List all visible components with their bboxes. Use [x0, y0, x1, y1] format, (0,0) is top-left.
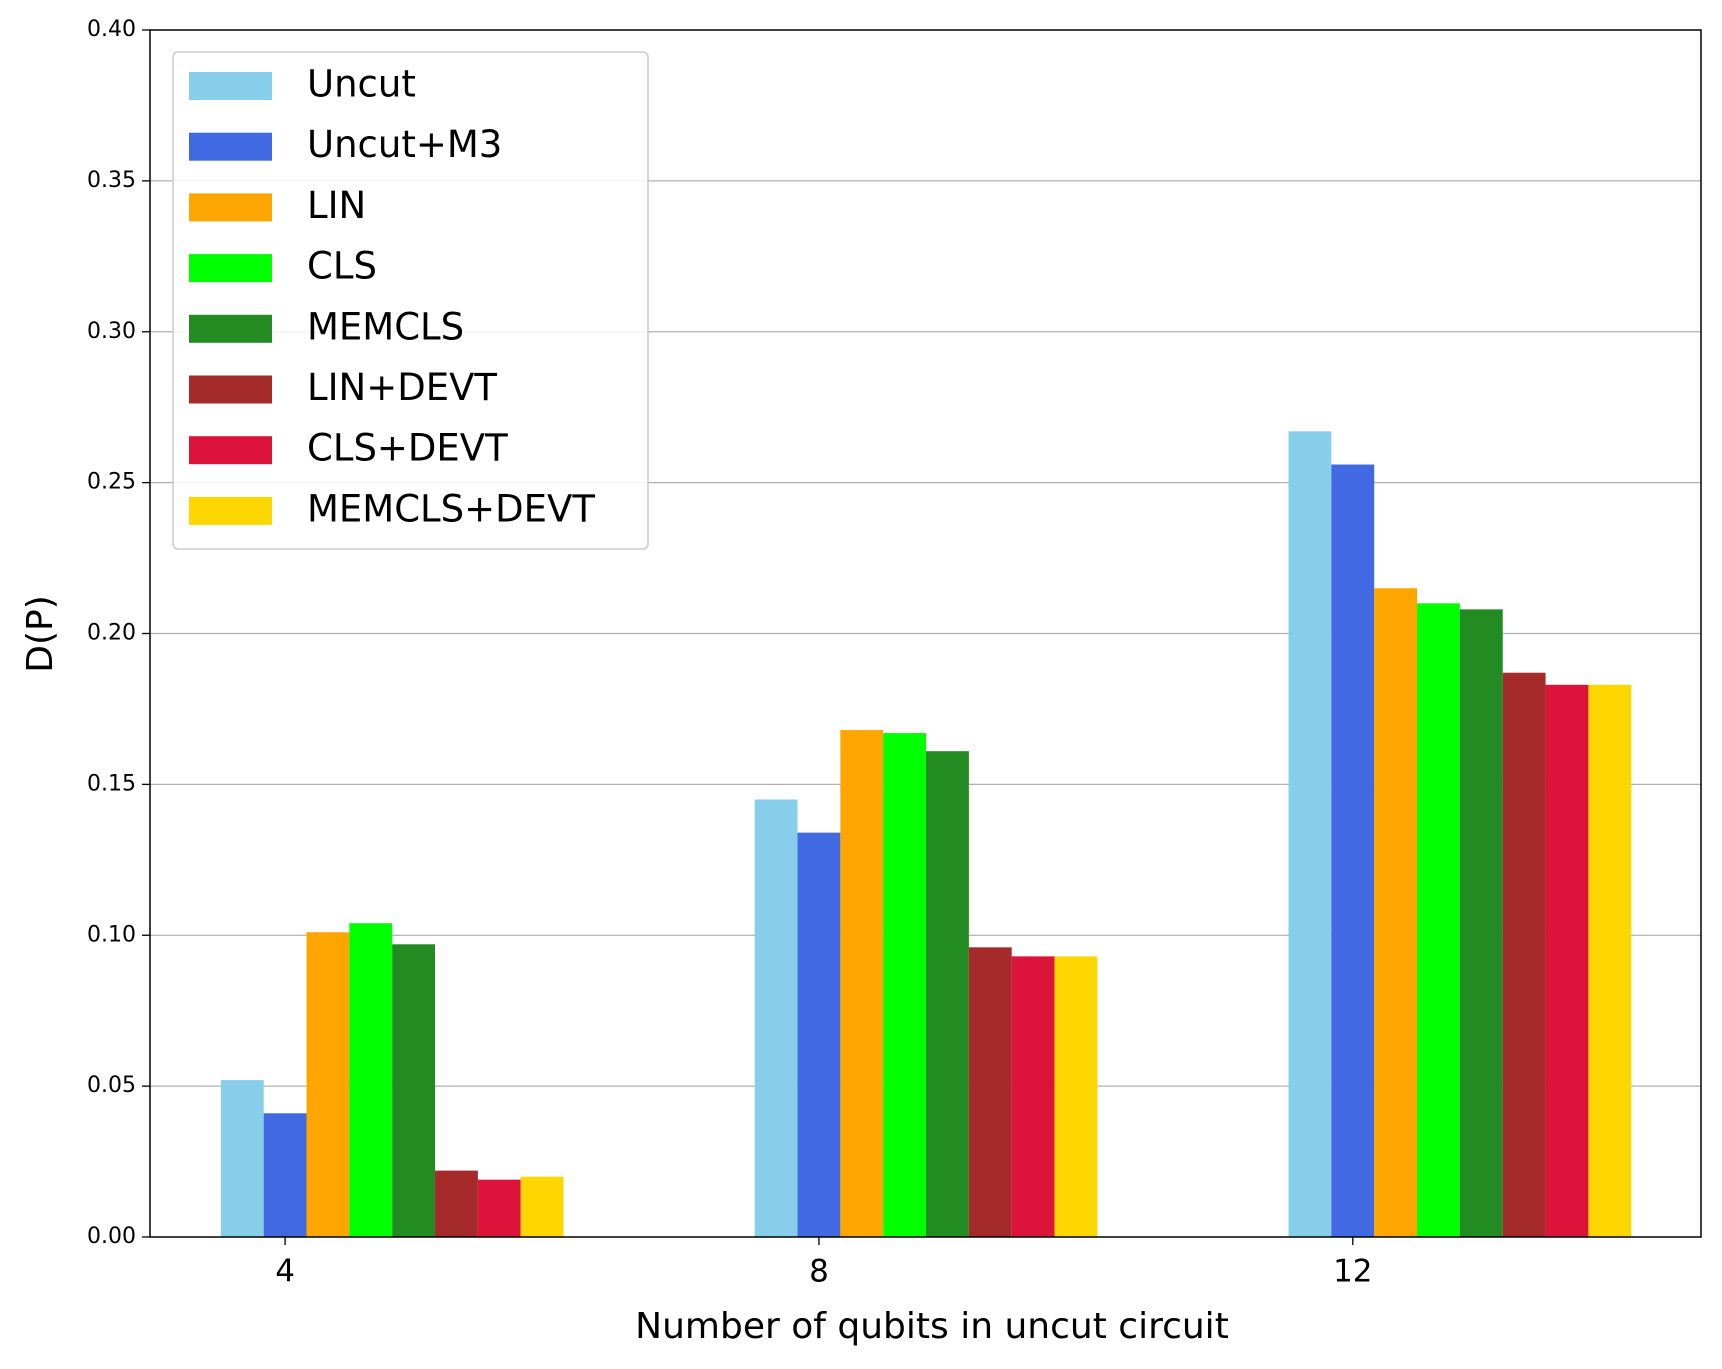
bar	[883, 733, 927, 1237]
y-tick-label: 0.15	[87, 771, 136, 796]
bar	[1417, 603, 1460, 1237]
y-tick-label: 0.20	[87, 621, 136, 646]
y-tick-label: 0.10	[87, 922, 136, 947]
bar	[306, 932, 350, 1237]
legend-swatch	[189, 132, 272, 161]
y-tick-label: 0.00	[87, 1224, 136, 1249]
legend-label: MEMCLS	[307, 305, 464, 348]
bar	[1011, 956, 1055, 1237]
bar	[392, 944, 436, 1237]
bar	[1545, 684, 1589, 1237]
x-tick-label: 4	[275, 1254, 295, 1290]
bar	[435, 1170, 478, 1237]
y-tick-label: 0.05	[87, 1073, 136, 1098]
legend-swatch	[189, 496, 272, 525]
bar	[840, 730, 884, 1237]
legend-swatch	[189, 254, 272, 283]
bar	[1588, 684, 1632, 1237]
y-tick-label: 0.30	[87, 319, 136, 344]
plot-frame	[149, 29, 1702, 1238]
legend-label: MEMCLS+DEVT	[307, 487, 595, 530]
legend-label: Uncut+M3	[307, 123, 502, 166]
bar	[1288, 431, 1332, 1237]
legend-swatch	[189, 72, 272, 100]
bar	[220, 1080, 264, 1237]
legend-swatch	[189, 193, 272, 222]
legend-swatch	[189, 375, 272, 404]
bar	[754, 799, 798, 1237]
y-tick-label: 0.40	[87, 17, 136, 42]
legend-label: LIN+DEVT	[307, 366, 497, 409]
bar	[1331, 464, 1375, 1237]
bar	[477, 1179, 521, 1237]
bar	[1502, 672, 1546, 1237]
x-axis-label: Number of qubits in uncut circuit	[635, 1306, 1229, 1347]
bar	[520, 1176, 564, 1237]
legend-swatch	[189, 314, 272, 343]
legend-swatch	[189, 436, 272, 465]
x-tick-label: 12	[1333, 1254, 1372, 1290]
bar	[926, 751, 969, 1237]
bar	[349, 923, 393, 1237]
legend-label: CLS+DEVT	[307, 427, 508, 470]
legend-box	[172, 51, 649, 550]
x-tick-label: 8	[809, 1254, 829, 1290]
bar	[797, 832, 841, 1237]
y-axis-label: D(P)	[20, 595, 61, 673]
legend-label: CLS	[307, 245, 377, 288]
y-tick-label: 0.35	[87, 168, 136, 193]
bar	[1054, 956, 1098, 1237]
bar	[1459, 609, 1503, 1237]
legend-label: LIN	[307, 184, 366, 227]
y-tick-label: 0.25	[87, 470, 136, 495]
bar	[263, 1113, 307, 1237]
bar	[1374, 588, 1418, 1237]
legend-label: Uncut	[307, 63, 416, 106]
bar	[968, 947, 1012, 1237]
